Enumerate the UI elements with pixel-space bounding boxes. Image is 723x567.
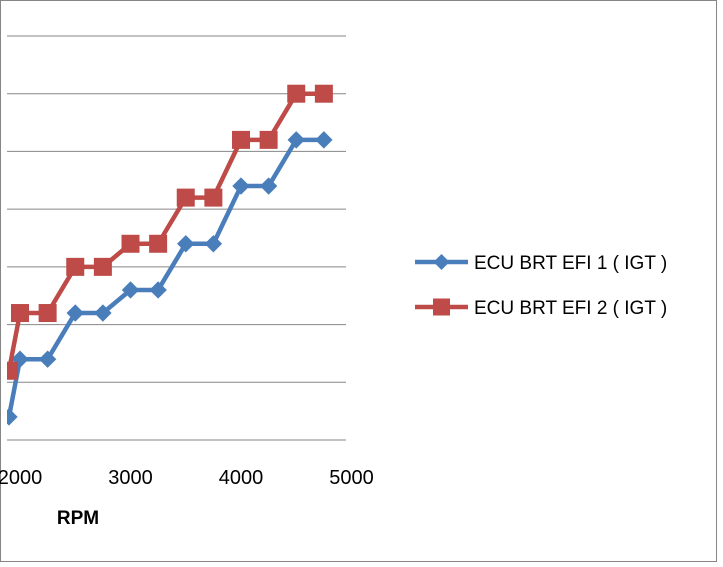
series-2 <box>7 84 333 380</box>
data-point-square <box>11 304 29 323</box>
legend: ECU BRT EFI 1 ( IGT ) ECU BRT EFI 2 ( IGT… <box>415 253 667 319</box>
x-axis-ticks: 2000 3000 4000 5000 <box>0 467 374 489</box>
data-point-diamond <box>121 281 140 299</box>
series-1 <box>7 131 333 426</box>
legend-item-2: ECU BRT EFI 2 ( IGT ) <box>415 298 667 319</box>
data-point-square <box>121 234 140 253</box>
legend-label: ECU BRT EFI 2 ( IGT ) <box>474 298 667 319</box>
x-tick-label: 4000 <box>219 467 264 489</box>
x-axis-title: RPM <box>57 508 99 529</box>
legend-label: ECU BRT EFI 1 ( IGT ) <box>474 253 667 274</box>
data-point-square <box>38 304 57 323</box>
data-point-diamond <box>66 304 84 322</box>
x-tick-label: 2000 <box>0 467 42 489</box>
data-point-diamond <box>315 131 333 149</box>
x-tick-label: 3000 <box>108 467 153 489</box>
data-point-diamond <box>204 235 223 253</box>
data-point-square <box>232 130 250 149</box>
x-tick-label: 5000 <box>329 467 374 489</box>
data-point-square <box>259 130 278 149</box>
data-point-diamond <box>177 235 195 253</box>
data-point-square <box>204 188 223 207</box>
data-point-square <box>314 84 333 103</box>
legend-marker-diamond <box>433 254 450 270</box>
data-point-diamond <box>232 177 250 195</box>
data-point-square <box>287 84 306 103</box>
legend-marker-square <box>433 298 450 316</box>
data-point-square <box>93 257 112 276</box>
data-point-diamond <box>287 131 305 149</box>
data-point-diamond <box>7 408 18 426</box>
data-point-diamond <box>38 350 57 368</box>
data-point-diamond <box>94 304 112 322</box>
data-point-square <box>149 234 168 253</box>
plot-area <box>7 84 333 426</box>
data-point-diamond <box>259 177 278 195</box>
data-point-square <box>7 361 18 380</box>
legend-item-1: ECU BRT EFI 1 ( IGT ) <box>415 253 667 274</box>
data-point-square <box>66 257 85 276</box>
data-point-diamond <box>149 281 167 299</box>
data-point-square <box>176 188 195 207</box>
